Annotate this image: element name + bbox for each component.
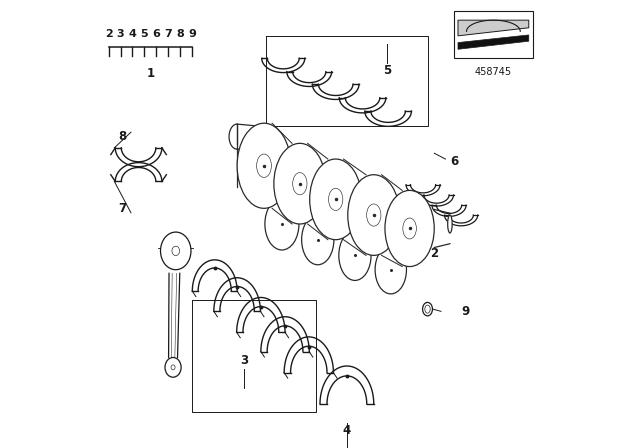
- Text: 6: 6: [451, 155, 458, 168]
- Ellipse shape: [257, 154, 271, 177]
- Text: 3: 3: [240, 354, 248, 367]
- Ellipse shape: [339, 230, 371, 280]
- Ellipse shape: [403, 218, 417, 239]
- Ellipse shape: [425, 305, 430, 313]
- Ellipse shape: [328, 188, 343, 211]
- Text: 4: 4: [129, 29, 136, 39]
- Ellipse shape: [367, 204, 381, 226]
- Ellipse shape: [448, 215, 452, 233]
- Text: 8: 8: [118, 130, 126, 143]
- Ellipse shape: [310, 159, 362, 240]
- Ellipse shape: [385, 190, 434, 267]
- Text: 6: 6: [152, 29, 161, 39]
- Text: 458745: 458745: [475, 67, 512, 77]
- Ellipse shape: [348, 175, 400, 255]
- Text: 9: 9: [188, 29, 196, 39]
- Text: 3: 3: [116, 29, 124, 39]
- Text: 1: 1: [147, 67, 154, 80]
- Ellipse shape: [237, 123, 291, 208]
- Ellipse shape: [292, 172, 307, 195]
- Bar: [454, 11, 533, 58]
- Ellipse shape: [171, 365, 175, 370]
- Ellipse shape: [172, 246, 180, 255]
- Text: 4: 4: [343, 424, 351, 438]
- Text: 9: 9: [461, 305, 470, 318]
- Text: 2: 2: [105, 29, 113, 39]
- Text: 8: 8: [177, 29, 184, 39]
- Text: 5: 5: [383, 64, 391, 78]
- Text: 5: 5: [141, 29, 148, 39]
- Ellipse shape: [422, 302, 433, 316]
- Ellipse shape: [265, 198, 299, 250]
- Ellipse shape: [375, 246, 406, 294]
- Text: 7: 7: [164, 29, 172, 39]
- Ellipse shape: [274, 143, 326, 224]
- Ellipse shape: [161, 232, 191, 270]
- Ellipse shape: [165, 358, 181, 377]
- Text: 2: 2: [430, 246, 438, 260]
- Polygon shape: [458, 20, 529, 36]
- Text: 7: 7: [118, 202, 126, 215]
- Ellipse shape: [301, 215, 334, 265]
- Polygon shape: [458, 35, 529, 49]
